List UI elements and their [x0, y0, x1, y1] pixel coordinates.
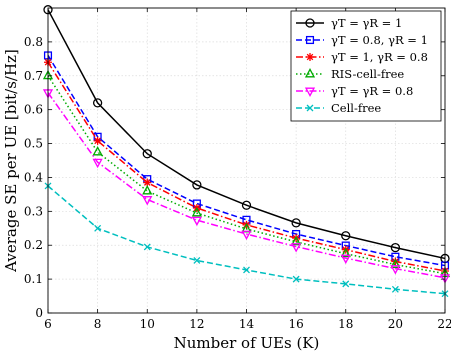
x-tick-label: 8 — [94, 317, 102, 331]
x-tick-label: 20 — [388, 317, 403, 331]
data-point — [342, 280, 350, 288]
y-tick-label: 0.7 — [24, 69, 43, 83]
data-point — [340, 254, 351, 265]
series-line — [47, 55, 446, 267]
data-point — [92, 158, 103, 169]
data-point — [191, 216, 202, 227]
series-6 — [44, 182, 449, 298]
y-tick-label: 0.4 — [24, 170, 43, 184]
data-point — [305, 18, 315, 28]
y-tick-label: 0.8 — [24, 35, 43, 49]
x-tick-label: 16 — [288, 317, 303, 331]
legend-entry: γT = 1, γR = 0.8 — [296, 50, 428, 64]
legend-entry: γT = γR = 0.8 — [296, 84, 413, 98]
legend-entry: RIS-cell-free — [296, 67, 404, 81]
data-point — [142, 185, 153, 195]
legend-entry: γT = 0.8, γR = 1 — [296, 33, 428, 47]
data-point — [191, 207, 202, 217]
y-tick-label: 0 — [35, 306, 43, 320]
x-tick-label: 18 — [338, 317, 353, 331]
data-point — [142, 149, 152, 159]
y-tick-label: 0.2 — [24, 238, 43, 252]
legend-box — [290, 10, 442, 122]
data-point — [241, 230, 252, 241]
series-line — [47, 9, 446, 260]
x-tick-label: 22 — [437, 317, 451, 331]
legend-label: γT = 0.8, γR = 1 — [331, 33, 428, 47]
legend-label: γT = γR = 1 — [331, 16, 402, 30]
y-axis-label: Average SE per UE [bit/s/Hz] — [2, 49, 20, 273]
data-point — [292, 275, 300, 283]
data-point — [92, 146, 103, 156]
data-point — [291, 243, 302, 253]
data-point — [92, 98, 103, 108]
data-point — [143, 243, 151, 251]
series-line — [47, 92, 446, 279]
series-line — [47, 75, 446, 275]
data-point — [143, 178, 152, 187]
data-point — [94, 224, 102, 232]
data-point — [390, 265, 401, 275]
data-point — [241, 200, 252, 210]
legend-label: γT = γR = 0.8 — [331, 84, 413, 98]
legend-entry: Cell-free — [296, 101, 381, 115]
data-point — [192, 180, 202, 190]
data-point — [291, 235, 302, 246]
data-point — [291, 218, 301, 228]
data-point — [304, 87, 316, 97]
y-tick-label: 0.1 — [24, 272, 43, 286]
data-point — [305, 35, 315, 45]
ticks: 6 8 10 12 14 16 18 20 22 0 0.1 0.2 0.3 0.4 0.5 0.6 0.7 0.… — [24, 8, 451, 331]
y-tick-label: 0.3 — [24, 204, 43, 218]
data-point — [93, 136, 102, 145]
legend-label: RIS-cell-free — [331, 67, 404, 81]
y-tick-label: 0.5 — [24, 137, 43, 151]
data-point — [391, 257, 400, 266]
legend-label: Cell-free — [331, 101, 381, 115]
x-tick-label: 6 — [44, 317, 52, 331]
data-point — [306, 104, 314, 112]
data-point — [390, 258, 401, 268]
data-point — [341, 231, 351, 241]
data-point — [243, 266, 250, 274]
data-point — [390, 242, 401, 253]
x-tick-label: 10 — [140, 317, 155, 331]
x-tick-label: 14 — [239, 317, 255, 331]
data-point — [142, 196, 153, 206]
x-tick-label: 12 — [189, 317, 204, 331]
data-point — [391, 285, 399, 293]
x-axis-label: Number of UEs (K) — [174, 334, 320, 352]
y-tick-label: 0.6 — [24, 103, 43, 117]
data-point — [340, 247, 351, 258]
legend-label: γT = 1, γR = 0.8 — [331, 50, 428, 64]
data-point — [193, 257, 201, 264]
data-point — [304, 68, 316, 78]
series-line — [47, 61, 446, 272]
legend-entry: γT = γR = 1 — [296, 16, 402, 30]
legend: γT = γR = 1 γT = 0.8, γR = 1 γT = 1, γR = … — [290, 10, 442, 122]
data-point — [306, 53, 314, 61]
